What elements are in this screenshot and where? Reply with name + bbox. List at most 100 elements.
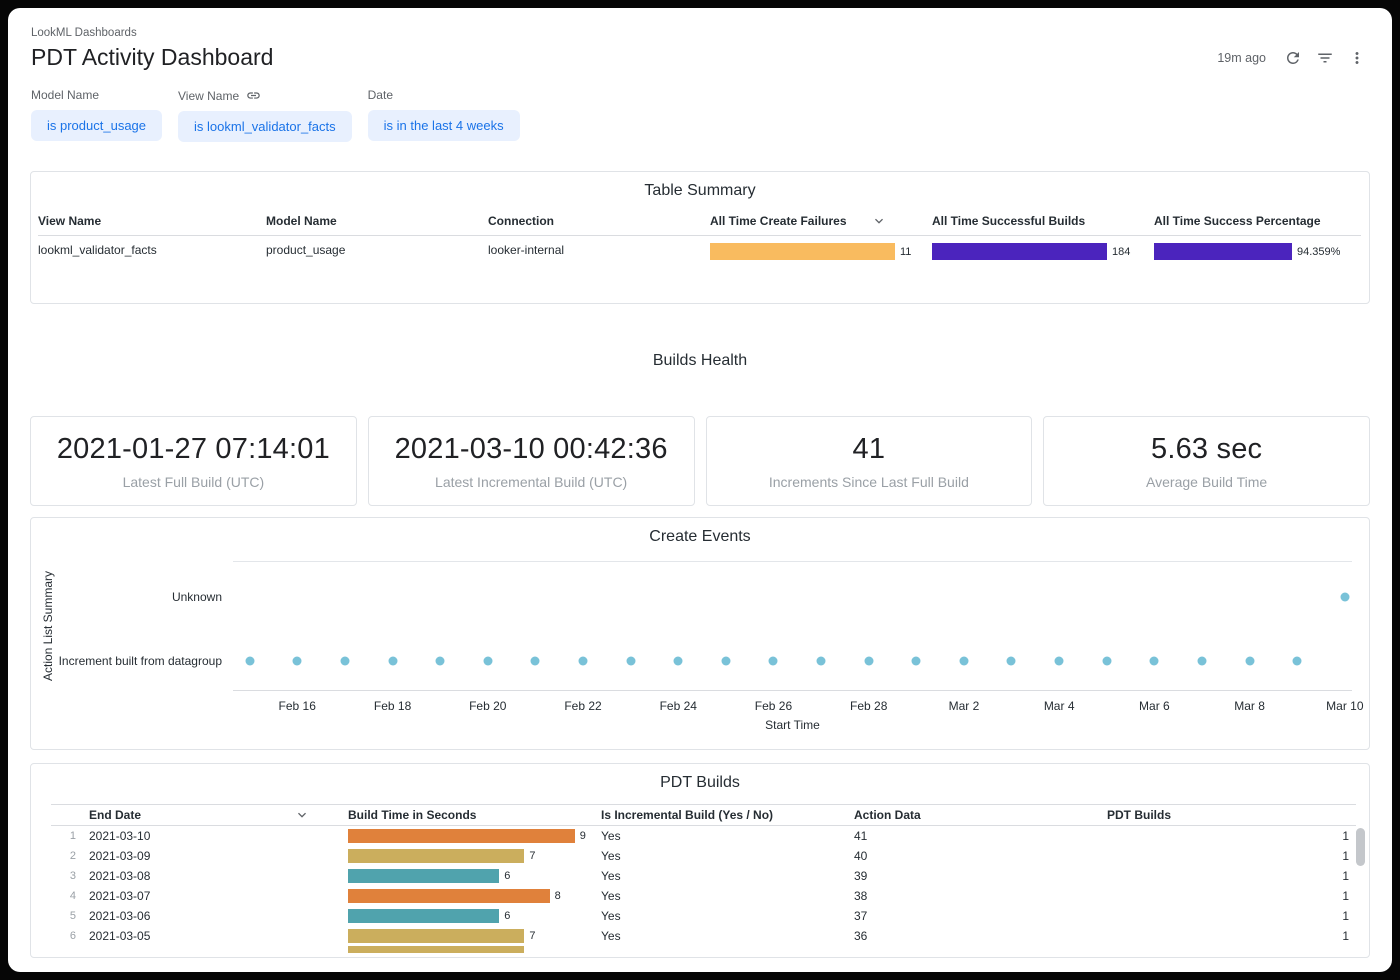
scatter-point[interactable] <box>1245 656 1255 666</box>
pdt-table-body: 1 2021-03-10 9 Yes 41 1 2 2021-03-09 7 Y… <box>51 826 1356 953</box>
filter-chip[interactable]: is in the last 4 weeks <box>367 110 520 141</box>
table-summary-table: View Name Model Name Connection All Time… <box>38 208 1361 260</box>
column-header-success-percentage[interactable]: All Time Success Percentage <box>1154 208 1361 236</box>
cell-is-incremental[interactable]: Yes <box>601 829 621 843</box>
success-percentage-bar[interactable] <box>1154 243 1292 260</box>
column-header-create-failures[interactable]: All Time Create Failures <box>710 208 932 236</box>
refresh-button[interactable] <box>1280 45 1306 71</box>
cell-view-name[interactable]: lookml_validator_facts <box>38 243 157 257</box>
scatter-point[interactable] <box>1340 592 1350 602</box>
scatter-point[interactable] <box>959 656 969 666</box>
cell-pdt-builds[interactable]: 1 <box>1342 929 1349 943</box>
column-header-successful-builds[interactable]: All Time Successful Builds <box>932 208 1154 236</box>
column-header-view-name[interactable]: View Name <box>38 208 266 236</box>
build-time-bar[interactable] <box>348 889 550 903</box>
scatter-point[interactable] <box>1006 656 1016 666</box>
kpi-value: 2021-03-10 00:42:36 <box>394 432 668 465</box>
cell-connection[interactable]: looker-internal <box>488 243 565 257</box>
scatter-point[interactable] <box>388 656 398 666</box>
scatter-point[interactable] <box>673 656 683 666</box>
cell-action-data[interactable]: 40 <box>854 849 868 863</box>
column-header-label: End Date <box>89 808 142 822</box>
cell-pdt-builds[interactable]: 1 <box>1342 829 1349 843</box>
row-number: 4 <box>69 890 76 902</box>
filter-chip[interactable]: is product_usage <box>31 110 163 141</box>
build-time-bar[interactable] <box>348 849 525 863</box>
column-header-is-incremental[interactable]: Is Incremental Build (Yes / No) <box>601 808 774 822</box>
column-header-action-data[interactable]: Action Data <box>854 808 921 822</box>
scatter-point[interactable] <box>435 656 445 666</box>
bar-value: 9 <box>579 830 586 842</box>
cell-end-date[interactable]: 2021-03-09 <box>89 849 151 863</box>
column-header-build-time[interactable]: Build Time in Seconds <box>348 808 477 822</box>
scatter-point[interactable] <box>864 656 874 666</box>
y-category-label-increment: Increment built from datagroup <box>58 654 222 669</box>
cell-action-data[interactable]: 36 <box>854 929 868 943</box>
scatter-point[interactable] <box>816 656 826 666</box>
filter-bar: Model Name is product_usage View Name is… <box>31 88 1392 142</box>
refresh-icon <box>1287 51 1299 64</box>
build-time-bar[interactable] <box>348 909 500 923</box>
cell-is-incremental[interactable]: Yes <box>601 929 621 943</box>
scatter-point[interactable] <box>1292 656 1302 666</box>
vertical-scrollbar[interactable] <box>1356 828 1365 866</box>
cell-pdt-builds[interactable]: 1 <box>1342 889 1349 903</box>
cell-build-time: 9 <box>348 829 601 843</box>
cell-model-name[interactable]: product_usage <box>266 243 346 257</box>
scatter-point[interactable] <box>1197 656 1207 666</box>
successful-builds-bar[interactable] <box>932 243 1107 260</box>
kpi-tile: 41 Increments Since Last Full Build <box>705 416 1033 506</box>
build-time-bar[interactable] <box>348 946 525 953</box>
cell-action-data[interactable]: 37 <box>854 909 868 923</box>
scatter-point[interactable] <box>530 656 540 666</box>
build-time-bar[interactable] <box>348 929 525 943</box>
cell-action-data[interactable]: 39 <box>854 869 868 883</box>
filter-chip[interactable]: is lookml_validator_facts <box>178 111 352 142</box>
column-header-model-name[interactable]: Model Name <box>266 208 488 236</box>
column-header-label: All Time Create Failures <box>710 214 847 228</box>
scatter-point[interactable] <box>340 656 350 666</box>
x-tick-label: Feb 26 <box>754 699 793 713</box>
cell-is-incremental[interactable]: Yes <box>601 849 621 863</box>
build-time-bar[interactable] <box>348 869 500 883</box>
chevron-down-icon <box>298 812 306 818</box>
kpi-tile: 5.63 sec Average Build Time <box>1043 416 1370 506</box>
cell-is-incremental[interactable]: Yes <box>601 889 621 903</box>
cell-action-data[interactable]: 38 <box>854 889 868 903</box>
x-tick-label: Mar 6 <box>1139 699 1170 713</box>
cell-pdt-builds[interactable]: 1 <box>1342 849 1349 863</box>
column-header-pdt-builds[interactable]: PDT Builds <box>1107 808 1172 822</box>
scatter-point[interactable] <box>721 656 731 666</box>
build-time-bar[interactable] <box>348 829 575 843</box>
cell-end-date[interactable]: 2021-03-07 <box>89 889 151 903</box>
cell-end-date[interactable]: 2021-03-08 <box>89 869 151 883</box>
scatter-point[interactable] <box>626 656 636 666</box>
scatter-point[interactable] <box>911 656 921 666</box>
scatter-point[interactable] <box>1149 656 1159 666</box>
scatter-point[interactable] <box>483 656 493 666</box>
cell-end-date[interactable]: 2021-03-05 <box>89 929 151 943</box>
filter-label: View Name <box>178 88 240 103</box>
dashboard-menu-button[interactable] <box>1344 45 1370 71</box>
dashboard-filters-button[interactable] <box>1312 45 1338 71</box>
cell-is-incremental[interactable]: Yes <box>601 909 621 923</box>
scatter-point[interactable] <box>578 656 588 666</box>
scatter-point[interactable] <box>292 656 302 666</box>
scatter-point[interactable] <box>768 656 778 666</box>
pdt-builds-tile: PDT Builds End Date Build Time in Second… <box>30 763 1370 958</box>
breadcrumb[interactable]: LookML Dashboards <box>31 27 137 39</box>
scatter-point[interactable] <box>245 656 255 666</box>
column-header-end-date[interactable]: End Date <box>89 807 348 823</box>
cell-pdt-builds[interactable]: 1 <box>1342 869 1349 883</box>
column-header-connection[interactable]: Connection <box>488 208 710 236</box>
create-failures-bar[interactable] <box>710 243 895 260</box>
row-number: 5 <box>69 910 76 922</box>
cell-is-incremental[interactable]: Yes <box>601 869 621 883</box>
scatter-point[interactable] <box>1102 656 1112 666</box>
cell-end-date[interactable]: 2021-03-10 <box>89 829 151 843</box>
table-row: 1 2021-03-10 9 Yes 41 1 <box>51 826 1356 846</box>
scatter-point[interactable] <box>1054 656 1064 666</box>
cell-action-data[interactable]: 41 <box>854 829 868 843</box>
cell-end-date[interactable]: 2021-03-06 <box>89 909 151 923</box>
cell-pdt-builds[interactable]: 1 <box>1342 909 1349 923</box>
